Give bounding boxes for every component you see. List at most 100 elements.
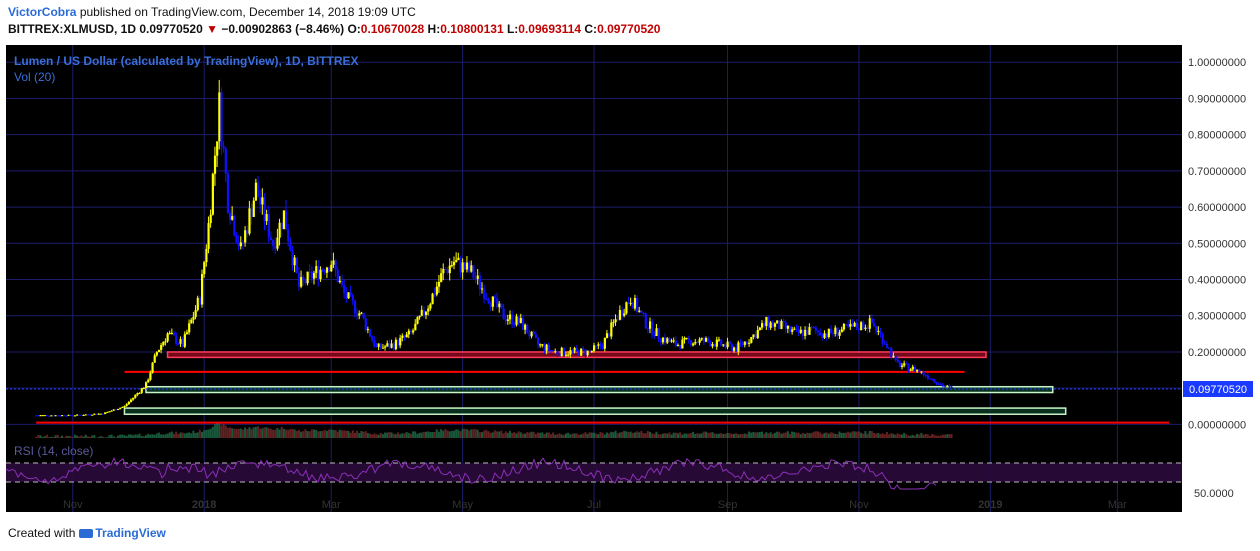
candle-body [873,322,876,327]
volume-bar [170,431,173,438]
volume-bar [304,429,307,438]
volume-bar [935,435,938,438]
candle-body [791,329,794,332]
volume-bar [776,431,779,438]
volume-bar [276,427,279,438]
volume-bar [933,434,936,438]
volume-bar [562,434,565,438]
volume-bar [549,434,552,438]
volume-bar [877,432,880,438]
candle-body [806,329,809,335]
volume-bar [278,429,281,438]
volume-bar [580,434,583,438]
candle-body [267,214,270,238]
volume-bar [683,433,686,438]
candle-body [317,266,320,280]
volume-bar [610,431,613,438]
candle-body [571,350,574,352]
candle-body [272,240,275,246]
candle-body [328,267,331,272]
y-tick-label: 0.20000000 [1188,347,1246,359]
volume-bar [724,433,727,438]
volume-bar [733,433,735,438]
price-chart[interactable]: 1.00000000 0.90000000 0.80000000 0.70000000… [0,43,1260,516]
candle-body [773,323,777,327]
volume-bar [45,434,48,438]
candle-body [808,327,811,335]
candle-body [625,302,628,314]
candle-body [521,318,525,330]
volume-bar [257,426,259,438]
candle-body [728,341,731,345]
candle-body [838,332,841,336]
candle-body [614,319,617,323]
candle-body [901,365,904,367]
tradingview-brand[interactable]: TradingView [95,526,166,540]
last-price-tag: 0.09770520 [1183,380,1253,397]
volume-bar [56,434,59,438]
volume-bar [743,433,746,438]
volume-bar [356,430,359,438]
candle-body [164,341,167,343]
candle-body [104,412,107,415]
volume-bar [586,433,589,438]
candle-body [853,322,856,327]
volume-bar [920,432,923,438]
volume-bar [713,433,716,438]
candle-body [280,222,283,230]
candle-body [435,286,438,295]
candle-body [836,327,839,336]
candle-body [347,292,350,299]
candle-body [379,343,382,349]
candle-body [43,415,46,417]
volume-bar [926,434,929,438]
author-name[interactable]: VictorCobra [8,5,77,19]
candle-body [231,216,234,220]
candle-body [287,229,290,242]
candle-body [534,334,538,338]
candle-body [250,208,253,217]
candle-body [364,318,367,330]
volume-bar [235,428,238,438]
candle-body [177,343,180,345]
candle-body [300,277,303,287]
volume-bar [649,431,651,438]
candle-body [881,333,884,344]
candle-body [528,333,531,337]
candle-body [209,214,212,224]
volume-bar [280,426,283,438]
candle-body [136,393,139,395]
candle-body [416,317,419,324]
candle-body [560,347,563,357]
candle-body [666,338,669,343]
volume-bar [481,432,483,438]
volume-bar [946,434,949,438]
candle-body [537,337,540,345]
volume-bar [201,431,203,438]
candle-body [640,310,643,313]
volume-bar [450,430,453,438]
time-axis[interactable]: Nov 2018 Mar May Jul Sep Nov 2019 Mar [63,499,1127,511]
volume-bar [575,433,578,438]
volume-bar [812,431,815,438]
candle-body [924,374,927,376]
volume-bar [901,434,903,438]
candle-body [629,302,632,304]
candle-body [894,355,897,360]
volume-bar [506,432,509,438]
volume-bar [149,434,152,438]
candle-body [911,366,914,370]
candle-body [91,414,94,416]
y-tick-label: 0.00000000 [1188,419,1246,431]
volume-bar [881,433,884,438]
volume-bar [313,429,315,438]
volume-bar [129,434,132,438]
candle-body [483,288,486,299]
volume-bar [390,432,393,438]
volume-bar [603,434,606,438]
candle-body [898,361,902,367]
candle-body [89,414,92,416]
volume-bar [560,434,563,438]
volume-bar [832,432,835,438]
volume-bar [207,429,210,438]
